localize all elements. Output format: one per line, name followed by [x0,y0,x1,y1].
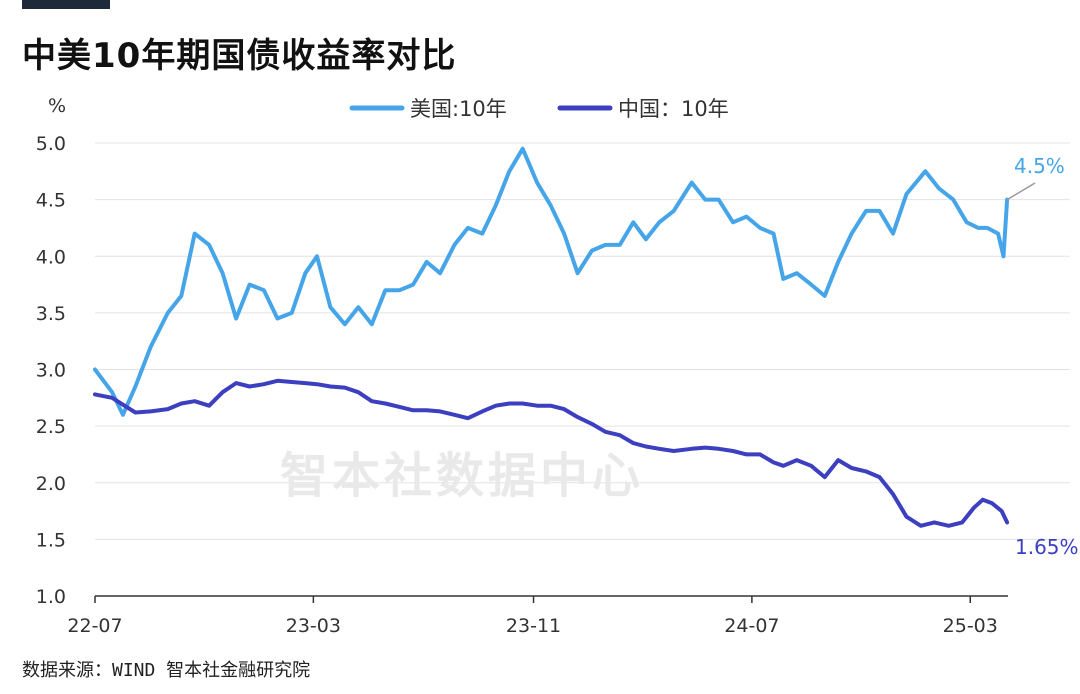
end-labels: 4.5% 1.65% [1006,154,1079,559]
y-tick-label: 3.5 [36,303,66,325]
cn-end-label: 1.65% [1015,535,1079,559]
y-tick-label: 3.0 [36,360,66,382]
x-tick-label: 24-07 [724,615,779,637]
y-axis-unit: % [48,95,66,117]
legend: 美国:10年 中国：10年 [349,97,729,121]
y-tick-label: 1.0 [36,586,66,608]
x-tick-label: 23-03 [286,615,341,637]
chart-title: 中美10年期国债收益率对比 [22,36,457,76]
series-line-cn [93,378,1010,528]
y-tick-label: 4.5 [36,190,66,212]
x-axis: 22-07 23-03 23-11 24-07 25-03 [67,595,1008,637]
legend-label: 中国：10年 [618,97,729,121]
y-axis-ticks: 1.0 1.5 2.0 2.5 3.0 3.5 4.0 4.5 5.0 [36,133,66,608]
watermark-text: 智本社数据中心 [280,448,644,504]
y-tick-label: 2.0 [36,473,66,495]
title-accent-bar [22,0,110,9]
x-tick-label: 22-07 [67,615,122,637]
source-note: 数据来源：WIND 智本社金融研究院 [22,660,311,681]
series-lines [93,146,1010,528]
x-tick-label: 23-11 [506,615,561,637]
x-tick-label: 25-03 [943,615,998,637]
series-line-us [93,146,1010,417]
y-tick-label: 5.0 [36,133,66,155]
end-label-leader [1006,182,1036,201]
legend-label: 美国:10年 [410,97,507,121]
us-end-label: 4.5% [1014,154,1065,178]
y-tick-label: 1.5 [36,529,66,551]
y-tick-label: 2.5 [36,416,66,438]
y-tick-label: 4.0 [36,246,66,268]
grid-lines [95,142,1070,540]
